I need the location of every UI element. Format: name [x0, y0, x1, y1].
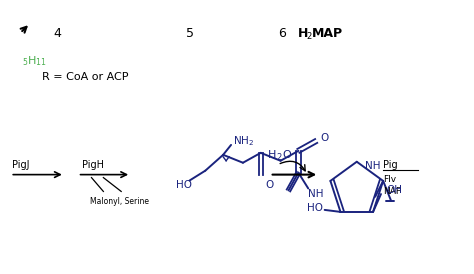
- Text: O: O: [283, 150, 292, 160]
- Text: Malonyl, Serine: Malonyl, Serine: [90, 197, 148, 206]
- Text: O: O: [320, 133, 328, 143]
- Text: 2: 2: [306, 32, 311, 41]
- Text: R = CoA or ACP: R = CoA or ACP: [42, 72, 128, 82]
- Text: MAP: MAP: [312, 27, 343, 39]
- Text: NH: NH: [365, 161, 380, 171]
- Text: HO: HO: [307, 203, 323, 213]
- Text: NAF: NAF: [383, 187, 401, 196]
- Text: PigH: PigH: [82, 160, 104, 170]
- Text: Pig: Pig: [383, 160, 398, 170]
- Text: NH$_2$: NH$_2$: [233, 134, 254, 148]
- Text: H: H: [297, 27, 308, 39]
- Text: 5: 5: [186, 27, 194, 39]
- Text: OH: OH: [386, 185, 402, 195]
- Text: Flv: Flv: [383, 175, 397, 184]
- Text: O: O: [266, 179, 274, 190]
- Text: NH: NH: [308, 189, 324, 199]
- Text: PigJ: PigJ: [12, 160, 30, 170]
- Text: 2: 2: [277, 153, 282, 162]
- Text: 4: 4: [53, 27, 61, 39]
- Text: 6: 6: [279, 27, 286, 39]
- Text: $_5$H$_{11}$: $_5$H$_{11}$: [22, 54, 47, 68]
- Text: HO: HO: [176, 179, 191, 190]
- Text: H: H: [268, 150, 276, 160]
